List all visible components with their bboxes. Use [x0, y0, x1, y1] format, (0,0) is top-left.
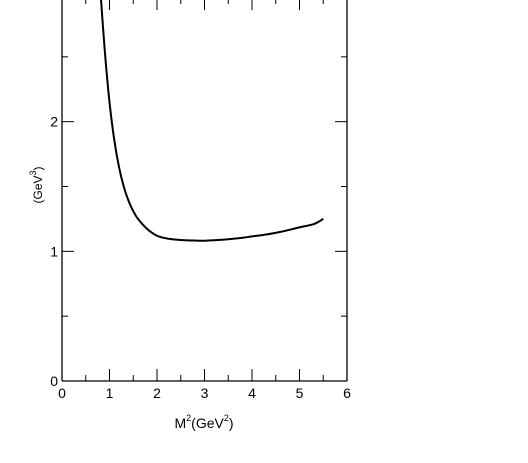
x-tick-label: 5 — [296, 385, 304, 401]
x-tick-label: 2 — [153, 385, 161, 401]
x-axis-tick-labels: 0 1 2 3 4 5 6 — [58, 385, 351, 401]
x-axis-title: M2(GeV2) — [174, 413, 233, 431]
x-tick-label: 4 — [248, 385, 256, 401]
y-axis-tick-labels: 0 1 2 — [50, 114, 58, 389]
series-line — [100, 0, 324, 242]
x-tick-label: 0 — [58, 385, 66, 401]
x-tick-label: 3 — [201, 385, 209, 401]
y-tick-label: 2 — [50, 114, 58, 130]
series-lines — [100, 0, 324, 242]
x-axis-ticks — [61, 0, 348, 381]
y-tick-label: 1 — [50, 243, 58, 259]
y-axis-ticks — [62, 56, 347, 382]
x-tick-label: 1 — [106, 385, 114, 401]
x-tick-label: 6 — [343, 385, 351, 401]
y-axis-title: (GeV3) — [28, 166, 45, 203]
y-tick-label: 0 — [50, 373, 58, 389]
